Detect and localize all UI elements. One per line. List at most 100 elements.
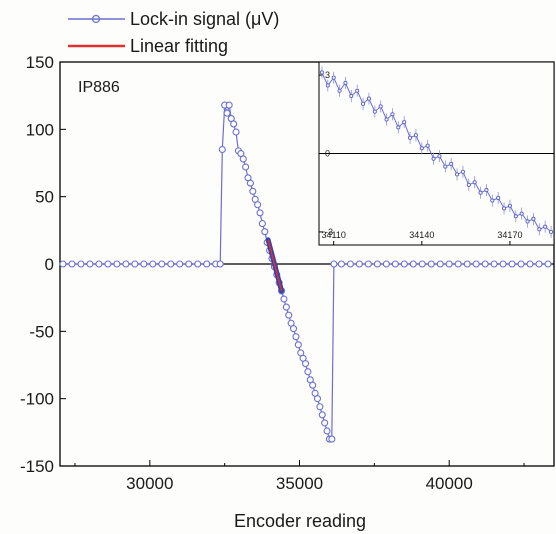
signal-point xyxy=(316,403,324,411)
inset-point xyxy=(525,219,530,224)
signal-point xyxy=(104,260,112,268)
signal-point xyxy=(309,381,317,389)
signal-point xyxy=(355,260,363,268)
signal-point xyxy=(203,260,211,268)
inset-point xyxy=(484,188,489,193)
inset-point xyxy=(319,70,324,75)
signal-point xyxy=(328,435,336,443)
signal-point xyxy=(225,101,233,109)
signal-point xyxy=(185,260,193,268)
inset-point xyxy=(443,164,448,169)
inset-point xyxy=(384,117,389,122)
y-tick-label: -150 xyxy=(20,457,54,476)
signal-point xyxy=(526,260,534,268)
signal-point xyxy=(373,260,381,268)
signal-point xyxy=(242,163,250,171)
signal-point xyxy=(59,260,67,268)
inset-x-tick-label: 34170 xyxy=(497,230,522,240)
signal-point xyxy=(131,260,139,268)
inset-point xyxy=(490,198,495,203)
x-tick-label: 30000 xyxy=(126,474,173,493)
y-tick-label: -100 xyxy=(20,390,54,409)
y-tick-label: 0 xyxy=(45,255,54,274)
y-tick-label: 100 xyxy=(26,120,54,139)
signal-point xyxy=(400,260,408,268)
signal-point xyxy=(330,260,338,268)
signal-point xyxy=(256,209,264,217)
signal-point xyxy=(321,419,329,427)
inset-point xyxy=(455,172,460,177)
signal-point xyxy=(289,325,298,333)
signal-point xyxy=(282,303,290,311)
series-linear-fitting xyxy=(265,237,285,294)
signal-point xyxy=(113,260,121,268)
signal-point xyxy=(535,260,543,268)
legend-signal-label: Lock-in signal (μV) xyxy=(130,9,279,29)
inset-point xyxy=(437,154,442,159)
inset-point xyxy=(408,135,413,140)
inset-point xyxy=(337,88,342,93)
signal-point xyxy=(232,128,240,136)
signal-point xyxy=(176,260,184,268)
y-tick-label: 150 xyxy=(26,53,54,72)
inset-point xyxy=(472,180,477,185)
legend: Lock-in signal (μV) Linear fitting xyxy=(68,9,279,56)
signal-point xyxy=(294,341,302,349)
inset-point xyxy=(537,227,542,232)
signal-point xyxy=(194,260,202,268)
inset-point xyxy=(549,229,554,234)
signal-point xyxy=(304,368,312,376)
inset-point xyxy=(419,146,424,151)
x-axis-title: Encoder reading xyxy=(234,511,366,531)
signal-point xyxy=(391,260,399,268)
inset-point xyxy=(425,143,430,148)
inset-x-tick-label: 34140 xyxy=(409,230,434,240)
inset-point xyxy=(349,93,354,99)
signal-point xyxy=(463,260,471,268)
inset-x-tick-label: 34110 xyxy=(322,230,346,240)
inset-series xyxy=(319,66,554,238)
signal-point xyxy=(140,260,148,268)
signal-point xyxy=(409,260,417,268)
inset-point xyxy=(325,83,330,88)
signal-point xyxy=(149,260,157,268)
inset-point xyxy=(507,203,512,208)
signal-point xyxy=(239,155,247,163)
x-axis: 30000 35000 40000 xyxy=(74,460,525,493)
inset-point xyxy=(431,156,436,161)
signal-point xyxy=(158,260,166,268)
signal-point xyxy=(436,260,444,268)
inset-point xyxy=(519,211,524,216)
signal-point xyxy=(318,411,326,419)
signal-point xyxy=(261,228,269,236)
inset-point xyxy=(478,190,483,195)
legend-fit-label: Linear fitting xyxy=(130,36,228,56)
signal-point xyxy=(68,260,76,268)
inset-point xyxy=(513,214,518,219)
inset-point xyxy=(390,112,395,117)
inset-point xyxy=(466,182,471,187)
sample-label: IP886 xyxy=(78,79,120,96)
signal-point xyxy=(454,260,462,268)
signal-point xyxy=(218,145,226,154)
signal-point xyxy=(285,311,293,319)
signal-point xyxy=(246,179,254,187)
inset-point xyxy=(372,109,377,114)
inset-point xyxy=(502,206,507,211)
signal-point xyxy=(223,109,231,117)
inset-y-tick-label: 3 xyxy=(325,70,330,80)
signal-point xyxy=(508,260,516,268)
inset-point xyxy=(496,195,501,200)
inset-point xyxy=(543,224,548,229)
signal-point xyxy=(301,360,310,368)
signal-point xyxy=(122,260,130,268)
signal-point xyxy=(427,260,435,268)
signal-point xyxy=(544,260,552,268)
inset-point xyxy=(343,80,348,85)
x-tick-label: 35000 xyxy=(276,474,323,493)
inset-point xyxy=(331,75,336,80)
signal-point xyxy=(517,260,525,268)
inset-y-tick-label: -3 xyxy=(325,227,333,237)
signal-point xyxy=(86,260,94,268)
